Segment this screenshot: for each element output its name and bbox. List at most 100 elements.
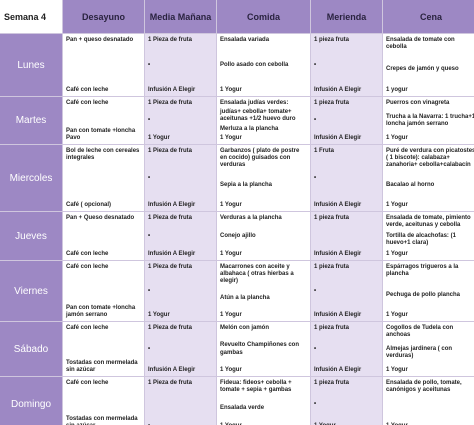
meal-item: Ensalada de tomate, pimiento verde, acei… [386, 215, 471, 229]
meal-item: 1 Pieza de fruta [148, 100, 193, 106]
meal-item: Café con leche [66, 264, 109, 270]
meal-item: 1 pieza fruta [314, 325, 350, 331]
meal-item: Infusión A Elegir [148, 201, 196, 208]
meal-item: Espárragos trigueros a la plancha [386, 264, 459, 278]
meal-cell: Puerros con vinagreta Trucha a la Navarra… [383, 97, 474, 144]
meal-item: Infusión A Elegir [314, 366, 362, 373]
meal-item: 1 pieza fruta [314, 380, 350, 386]
meal-item: Infusión A Elegir [148, 86, 196, 93]
day-label: Martes [0, 97, 62, 144]
meal-item: Infusión A Elegir [314, 134, 362, 141]
meal-cell: Fideua: fideos+ cebolla + tomate + sepia… [217, 377, 310, 425]
meal-cell: 1 Pieza de fruta • Infusión A Elegir [145, 212, 216, 260]
meal-item: 1 Yogur [220, 423, 307, 425]
meal-item: Pan + queso desnatado [66, 37, 134, 43]
meal-item: Ensalada variada [220, 37, 270, 43]
meal-item: Atún a la plancha [220, 295, 270, 302]
meal-item: Ensalada de tomate con cebolla [386, 37, 455, 51]
day-label: Miercoles [0, 145, 62, 211]
meal-cell: Café con leche Tostadas con mermelada sin… [63, 377, 144, 425]
header-cell: Desayuno [63, 0, 144, 33]
meal-item: Infusión A Elegir [148, 366, 196, 373]
meal-item: Infusión A Elegir [314, 250, 362, 257]
meal-cell: 1 pieza fruta • Infusión A Elegir [311, 34, 382, 96]
meal-item: Sepia a la plancha [220, 182, 273, 189]
meal-item: Café con leche [66, 86, 109, 93]
header-cell: Merienda [311, 0, 382, 33]
meal-item: judías+ cebolla+ tomate+ aceitunas +1/2 … [220, 109, 296, 123]
meal-cell: 1 Pieza de fruta • Infusión A Elegir [145, 322, 216, 376]
meal-cell: Ensalada de pollo, tomate, canónigos y a… [383, 377, 474, 425]
meal-item: 1 Yogur [148, 134, 170, 141]
meal-item: • [148, 61, 151, 68]
day-label: Lunes [0, 34, 62, 96]
meal-item: • [148, 287, 151, 294]
meal-item: Tostadas con mermelada sin azúcar [66, 415, 138, 425]
meal-item: Cogollos de Tudela con anchoas [386, 325, 454, 339]
meal-item: 1 yogur [386, 86, 408, 93]
meal-item: 1 Pieza de fruta [148, 37, 193, 43]
meal-item: 1 pieza fruta [314, 37, 350, 43]
meal-item: 1 Yogur [386, 201, 408, 208]
meal-item: Verduras a la plancha [220, 215, 282, 221]
meal-cell: 1 Pieza de fruta • [145, 377, 216, 425]
meal-item: • [148, 117, 151, 124]
header-cell: Comida [217, 0, 310, 33]
meal-item: • [314, 117, 317, 124]
meal-item: Ensalada de pollo, tomate, canónigos y a… [386, 380, 462, 394]
meal-item: Café ( opcional) [66, 201, 112, 208]
meal-item: 1 pieza fruta [314, 215, 350, 221]
meal-item: 1 Yogur [386, 134, 408, 141]
meal-item: 1 pieza fruta [314, 264, 350, 270]
meal-item: Almejas jardinera ( con verduras) [386, 345, 453, 360]
meal-cell: 1 Pieza de fruta • 1 Yogur [145, 97, 216, 144]
meal-item: • [148, 345, 151, 352]
meal-item: 1 Pieza de fruta [148, 215, 193, 221]
meal-item: Pan + Queso desnatado [66, 215, 135, 221]
header-cell: Semana 4 [0, 0, 62, 33]
meal-item: • [148, 423, 213, 425]
meal-item: Infusión A Elegir [314, 86, 362, 93]
meal-item: 1 pieza fruta [314, 100, 350, 106]
meal-item: Puerros con vinagreta [386, 100, 450, 106]
meal-item: 1 Yogur [220, 86, 242, 93]
meal-item: 1 Yogur [386, 250, 408, 257]
meal-cell: Puré de verdura con picatostes ( 1 bisco… [383, 145, 474, 211]
meal-cell: Cogollos de Tudela con anchoas Almejas ja… [383, 322, 474, 376]
header-cell: Cena [383, 0, 474, 33]
meal-item: Pan con tomate +loncha jamón serrano [66, 304, 136, 318]
meal-item: Ensalada judías verdes: [220, 100, 289, 106]
meal-cell: 1 Pieza de fruta • Infusión A Elegir [145, 34, 216, 96]
meal-cell: Ensalada judías verdes: judías+ cebolla+ … [217, 97, 310, 144]
meal-item: • [314, 345, 317, 352]
meal-item: Fideua: fideos+ cebolla + tomate + sepia… [220, 380, 292, 394]
meal-item: 1 Yogur [220, 366, 242, 373]
meal-cell: Verduras a la plancha Conejo ajillo 1 Yogu… [217, 212, 310, 260]
meal-cell: Bol de leche con cereales integrales Café… [63, 145, 144, 211]
meal-cell: Garbanzos ( plato de postre en cocido) g… [217, 145, 310, 211]
meal-cell: 1 pieza fruta • Infusión A Elegir [311, 97, 382, 144]
meal-item: • [314, 174, 317, 181]
meal-item: 1 Yogur [386, 423, 474, 425]
meal-item: 1 Pieza de fruta [148, 325, 193, 331]
meal-item: 1 Yogur [220, 311, 242, 318]
meal-item: Merluza a la plancha [220, 125, 279, 132]
meal-item: Macarrones con aceite y albahaca ( otras… [220, 264, 294, 285]
meal-item: Café con leche [66, 100, 109, 106]
meal-item: 1 Yogur [386, 311, 408, 318]
meal-cell: Pan + Queso desnatado Café con leche [63, 212, 144, 260]
meal-item: Café con leche [66, 325, 109, 331]
meal-item: Crepes de jamón y queso [386, 65, 459, 72]
meal-cell: Ensalada de tomate, pimiento verde, acei… [383, 212, 474, 260]
meal-cell: Café con leche Pan con tomate +loncha Pav… [63, 97, 144, 144]
meal-item: 1 Yogur [386, 366, 408, 373]
meal-cell: 1 Fruta • Infusión A Elegir [311, 145, 382, 211]
meal-cell: Melón con jamón Revuelto Champiñones con … [217, 322, 310, 376]
meal-item: • [314, 287, 317, 294]
meal-item: 1 Pieza de fruta [148, 264, 193, 270]
meal-cell: 1 Pieza de fruta • Infusión A Elegir [145, 145, 216, 211]
meal-item: Café con leche [66, 380, 109, 386]
meal-item: 1 Yogur [220, 250, 242, 257]
meal-item: Infusión A Elegir [314, 311, 362, 318]
